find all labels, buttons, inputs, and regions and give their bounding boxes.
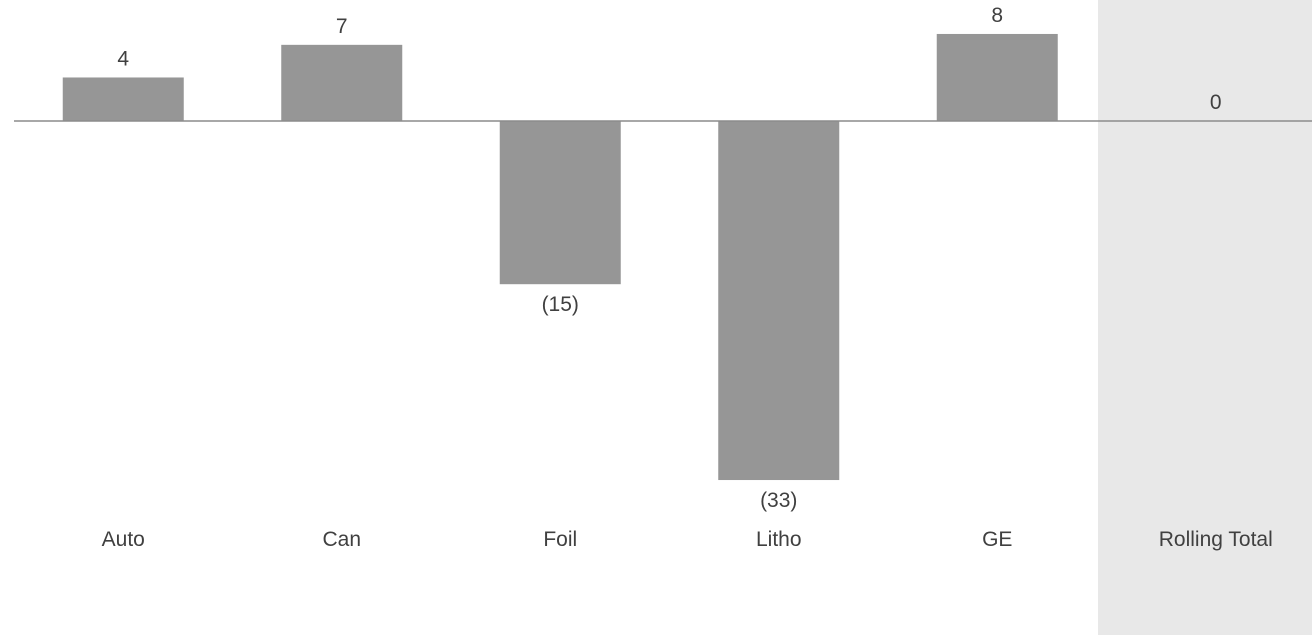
category-label-litho: Litho (756, 528, 802, 551)
rolling-total-highlight-band (1098, 0, 1312, 635)
bar-can (281, 44, 403, 122)
category-label-can: Can (322, 528, 361, 551)
bars-group (62, 33, 1058, 481)
bar-foil (499, 121, 621, 285)
bar-ge (936, 33, 1058, 121)
value-label-litho: (33) (760, 489, 797, 512)
category-label-foil: Foil (543, 528, 577, 551)
value-label-ge: 8 (991, 4, 1003, 27)
bar-litho (718, 121, 840, 481)
value-labels-group: 4 7 (15) (33) 8 0 (117, 4, 1221, 512)
value-label-rolling-total: 0 (1210, 91, 1222, 114)
value-label-auto: 4 (117, 47, 129, 70)
category-labels-group: Auto Can Foil Litho GE Rolling Total (102, 528, 1273, 551)
value-label-foil: (15) (542, 293, 579, 316)
category-label-auto: Auto (102, 528, 145, 551)
value-label-can: 7 (336, 15, 348, 38)
category-label-rolling-total: Rolling Total (1159, 528, 1273, 551)
bar-auto (62, 77, 184, 121)
category-label-ge: GE (982, 528, 1012, 551)
